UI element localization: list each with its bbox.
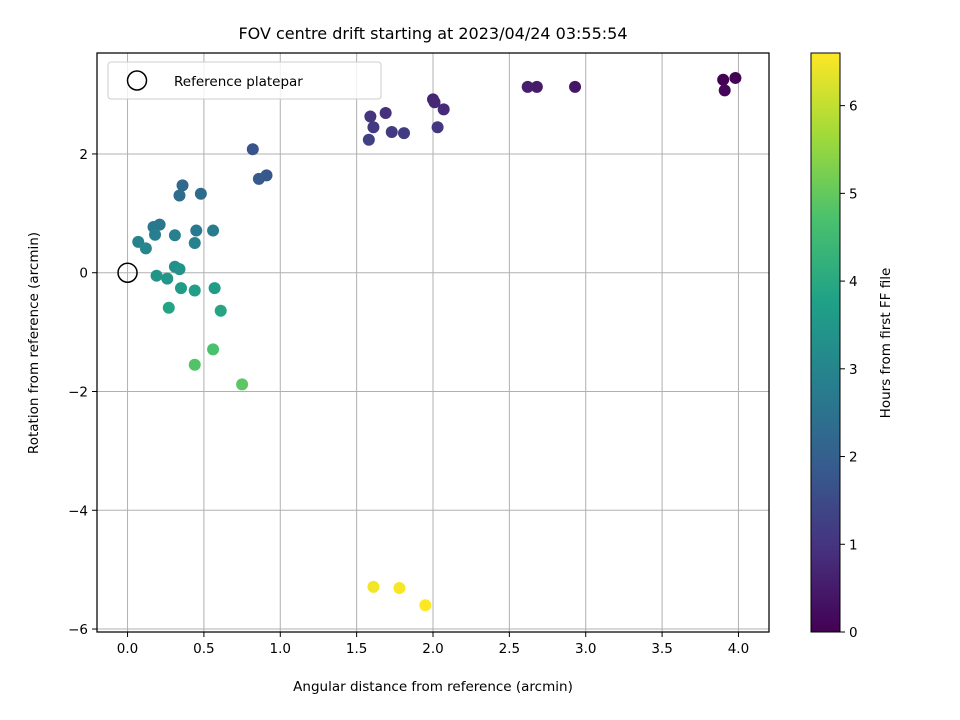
- scatter-point: [419, 599, 432, 612]
- scatter-point: [437, 103, 450, 116]
- scatter-point: [717, 73, 730, 86]
- scatter-point: [208, 282, 221, 295]
- scatter-point: [521, 80, 534, 93]
- legend-marker-reference: [126, 70, 148, 91]
- scatter-point: [236, 378, 249, 391]
- scatter-point: [385, 125, 398, 138]
- colorbar-tick-label: 1: [849, 537, 858, 553]
- grid-lines: [97, 53, 769, 632]
- y-axis-label: Rotation from reference (arcmin): [26, 232, 42, 454]
- scatter-point: [362, 133, 375, 146]
- scatter-point: [176, 179, 189, 192]
- x-tick-label: 4.0: [728, 641, 749, 657]
- colorbar-tick-label: 3: [849, 362, 858, 378]
- x-tick-label: 1.5: [346, 641, 367, 657]
- scatter-point: [149, 228, 162, 241]
- y-tick-label: −4: [68, 503, 88, 519]
- scatter-point: [188, 237, 201, 250]
- colorbar-tick-label: 6: [849, 99, 858, 115]
- scatter-point: [364, 110, 377, 123]
- scatter-point: [162, 301, 175, 314]
- scatter-point: [214, 304, 227, 317]
- scatter-point: [168, 229, 181, 242]
- scatter-point: [367, 580, 380, 593]
- scatter-point: [150, 269, 163, 282]
- scatter-point: [397, 127, 410, 140]
- scatter-point: [393, 582, 406, 595]
- scatter-point: [207, 343, 220, 356]
- scatter-point: [379, 106, 392, 119]
- colorbar-tick-label: 2: [849, 450, 858, 466]
- scatter-point: [194, 187, 207, 200]
- y-tick-label: 2: [79, 147, 88, 163]
- scatter-point: [188, 358, 201, 371]
- x-tick-label: 3.5: [651, 641, 672, 657]
- colorbar-label: Hours from first FF file: [878, 268, 894, 419]
- scatter-point: [431, 121, 444, 134]
- scatter-point: [367, 121, 380, 134]
- scatter-point: [207, 224, 220, 237]
- colorbar: 0 1 2 3 4 5 6 Hours from first FF file: [810, 52, 894, 641]
- scatter-points: [117, 71, 742, 612]
- reference-platepar-marker: [117, 262, 138, 283]
- y-tick-label: −2: [68, 384, 88, 400]
- scatter-point: [173, 189, 186, 202]
- legend: Reference platepar: [107, 61, 382, 100]
- scatter-point: [246, 143, 259, 156]
- scatter-point: [175, 282, 187, 295]
- x-tick-label: 1.0: [270, 641, 291, 657]
- y-tick-label: −6: [68, 622, 88, 638]
- scatter-point: [139, 242, 152, 255]
- colorbar-tick-label: 5: [849, 186, 858, 202]
- legend-box: [107, 61, 382, 100]
- scatter-point: [530, 80, 543, 93]
- scatter-point: [729, 71, 742, 84]
- colorbar-ticks: 0 1 2 3 4 5 6: [840, 99, 858, 641]
- scatter-point: [569, 80, 582, 93]
- x-axis-label: Angular distance from reference (arcmin): [293, 679, 573, 695]
- scatter-point: [188, 284, 201, 297]
- colorbar-tick-label: 4: [849, 274, 858, 290]
- x-tick-label: 2.0: [422, 641, 443, 657]
- scatter-point: [252, 172, 265, 185]
- legend-label-reference: Reference platepar: [174, 74, 303, 90]
- x-axis-ticks: 0.0 0.5 1.0 1.5 2.0 2.5 3.0 3.5 4.0: [117, 632, 749, 657]
- plot-frame: [96, 52, 770, 633]
- x-tick-label: 0.0: [117, 641, 138, 657]
- colorbar-gradient: [810, 52, 841, 633]
- scatter-point: [161, 272, 174, 285]
- chart-title: FOV centre drift starting at 2023/04/24 …: [238, 24, 627, 43]
- x-tick-label: 3.0: [575, 641, 596, 657]
- y-tick-label: 0: [79, 266, 88, 282]
- scatter-point: [190, 224, 203, 237]
- x-tick-label: 2.5: [499, 641, 520, 657]
- scatter-point: [173, 263, 186, 276]
- colorbar-tick-label: 0: [849, 625, 858, 641]
- x-tick-label: 0.5: [193, 641, 214, 657]
- y-axis-ticks: −6 −4 −2 0 2: [68, 147, 97, 638]
- scatter-point: [718, 84, 731, 97]
- scatter-point: [428, 96, 441, 109]
